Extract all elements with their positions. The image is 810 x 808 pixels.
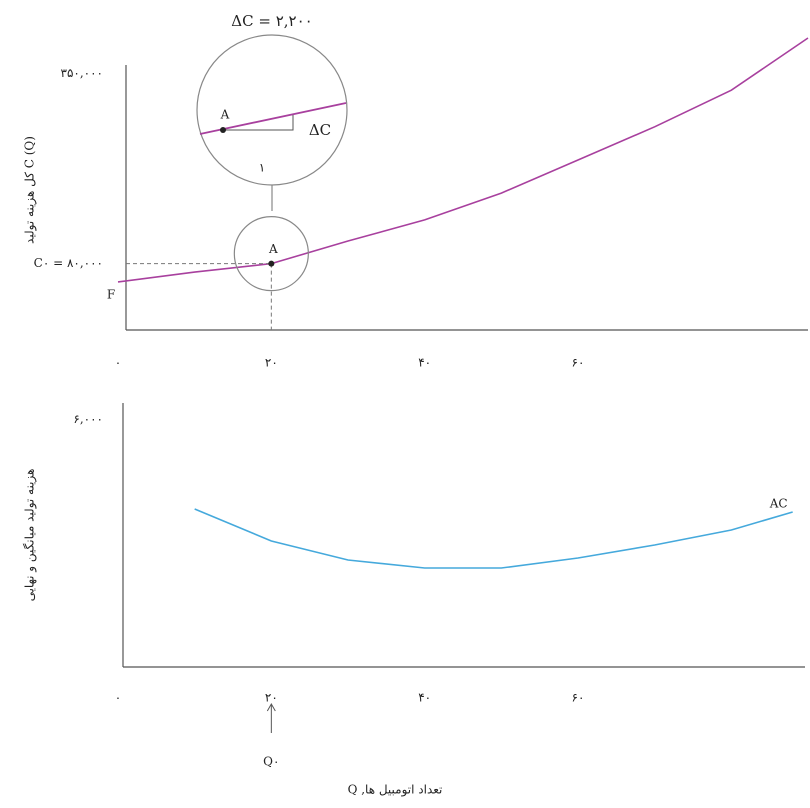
fixed-cost-label: F [107, 288, 115, 302]
y-tick-label: C۰ = ۸۰,۰۰۰ [34, 256, 103, 270]
line [117, 37, 809, 283]
zoom-point-label: A [220, 108, 230, 122]
point-label: A [268, 242, 278, 256]
y-tick-label: ۳۵۰,۰۰۰ [61, 66, 104, 80]
x-tick-label: ۶۰ [572, 691, 585, 705]
zoom-delta-label: ΔC [309, 121, 331, 139]
y-axis-label: هزینه تولید میانگین و نهایی [23, 469, 38, 602]
y-axis-label: کل هزینه تولید C (Q) [23, 136, 38, 244]
zoom-triangle [223, 115, 294, 131]
y-tick-label: ۶,۰۰۰ [73, 412, 103, 426]
x-tick-label: ۲۰ [265, 691, 278, 705]
zoom-point [220, 127, 226, 133]
x-tick-label: ۲۰ [265, 356, 278, 370]
arrow-head [266, 702, 276, 712]
x-tick-label: ۰ [115, 356, 121, 370]
q0-label: Q۰ [263, 755, 279, 769]
zoom-lens [233, 216, 309, 292]
x-axis-label: Q ,تعداد اتومبیل ها [348, 783, 443, 798]
x-tick-label: ۶۰ [572, 356, 585, 370]
line [194, 508, 793, 569]
point [268, 260, 275, 267]
series-label: AC [769, 496, 788, 510]
zoom-title: ΔC = ۲,۲۰۰ [231, 12, 312, 30]
x-tick-label: ۴۰ [418, 356, 431, 370]
zoom-run-label: ۱ [259, 161, 265, 175]
zoom-circle [196, 34, 348, 186]
x-tick-label: ۰ [115, 691, 121, 705]
x-tick-label: ۴۰ [418, 691, 431, 705]
zoom-detail: ΔC = ۲,۲۰۰ A ΔC ۱ [196, 12, 348, 211]
